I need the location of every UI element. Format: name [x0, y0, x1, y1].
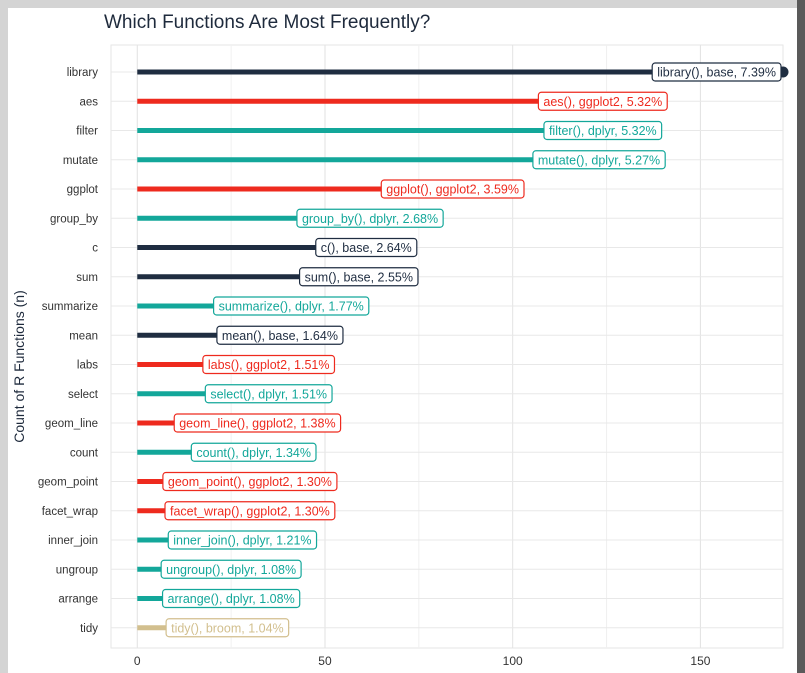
category-label: count [70, 447, 99, 459]
value-label-box [204, 384, 333, 404]
category-label: geom_point [38, 477, 99, 489]
value-label: select(), dplyr, 1.51% [210, 387, 327, 401]
category-label: sum [76, 272, 98, 284]
value-label: geom_line(), ggplot2, 1.38% [179, 417, 335, 431]
value-label-box [173, 413, 342, 433]
value-label: labs(), ggplot2, 1.51% [208, 358, 330, 372]
value-label: sum(), base, 2.55% [305, 270, 413, 284]
x-tick-label: 100 [503, 654, 523, 668]
value-label-box [216, 325, 344, 345]
value-label: ungroup(), dplyr, 1.08% [166, 563, 296, 577]
value-label: summarize(), dplyr, 1.77% [219, 300, 364, 314]
value-label-box [161, 588, 301, 609]
value-label: inner_join(), dplyr, 1.21% [173, 534, 311, 548]
category-label: facet_wrap [42, 506, 98, 518]
value-label-box [162, 471, 338, 492]
category-label: tidy [80, 623, 98, 635]
category-label: mutate [63, 155, 98, 167]
value-label: mean(), base, 1.64% [222, 329, 338, 343]
category-label: geom_line [45, 418, 98, 430]
category-label: aes [79, 96, 98, 108]
category-label: inner_join [48, 535, 98, 547]
value-label-box [202, 354, 336, 375]
x-tick-label: 0 [134, 654, 141, 668]
value-label: arrange(), dplyr, 1.08% [168, 592, 295, 606]
value-label: c(), base, 2.64% [321, 241, 412, 255]
value-label-box [190, 442, 317, 462]
value-label-box [298, 267, 419, 287]
value-label-box [543, 120, 663, 141]
value-label-box [296, 208, 444, 228]
x-tick-label: 50 [318, 654, 332, 668]
value-label-box [532, 150, 666, 170]
category-label: ungroup [56, 564, 98, 576]
x-tick-label: 150 [690, 654, 710, 668]
value-label: filter(), dplyr, 5.32% [549, 124, 657, 138]
value-label-box [315, 237, 418, 258]
value-label: aes(), ggplot2, 5.32% [543, 95, 662, 109]
value-label-box [380, 179, 525, 199]
y-axis-title: Count of R Functions (n) [11, 290, 27, 443]
window-edge [797, 0, 805, 673]
category-label: ggplot [67, 184, 99, 196]
category-label: mean [69, 330, 98, 342]
category-label: labs [77, 360, 98, 372]
value-label: mutate(), dplyr, 5.27% [538, 153, 660, 167]
category-label: group_by [50, 213, 98, 225]
category-label: summarize [42, 301, 98, 313]
value-label: ggplot(), ggplot2, 3.59% [386, 183, 519, 197]
value-label-box [165, 618, 290, 638]
category-label: c [92, 243, 98, 255]
category-label: arrange [58, 594, 98, 606]
value-label-box [537, 91, 668, 111]
value-label: tidy(), broom, 1.04% [171, 621, 284, 635]
value-label-box [164, 501, 336, 521]
value-label-box [213, 296, 370, 316]
value-label: count(), dplyr, 1.34% [196, 446, 311, 460]
value-label-box [160, 559, 302, 579]
value-label-box [651, 62, 782, 82]
category-label: library [67, 67, 99, 79]
value-label: facet_wrap(), ggplot2, 1.30% [170, 504, 330, 518]
plot-area [110, 44, 784, 649]
category-label: select [68, 389, 99, 401]
value-label: group_by(), dplyr, 2.68% [302, 212, 438, 226]
category-label: filter [76, 126, 98, 138]
chart-title: Which Functions Are Most Frequently? [104, 12, 431, 33]
value-label: library(), base, 7.39% [657, 66, 776, 80]
value-label-box [167, 530, 318, 550]
value-label: geom_point(), ggplot2, 1.30% [168, 475, 332, 489]
